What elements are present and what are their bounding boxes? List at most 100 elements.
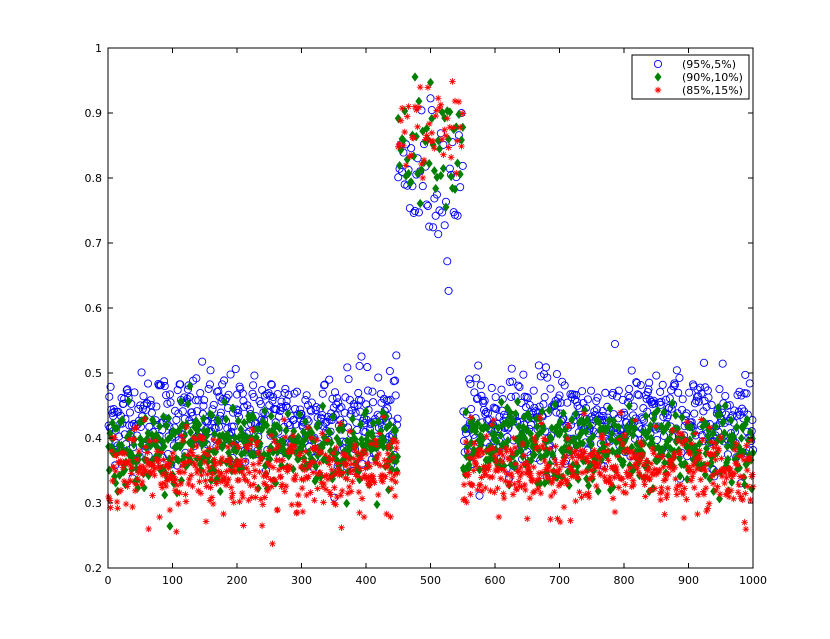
data-point [316,469,324,476]
data-point [300,458,308,465]
data-point [320,381,329,390]
data-point [689,473,696,481]
data-point [729,473,736,480]
data-point [257,496,265,503]
data-point [139,470,147,478]
data-point [321,473,329,480]
data-point [420,156,428,164]
data-point [510,434,518,442]
data-point [178,407,187,416]
data-point [174,409,183,418]
data-point [743,414,751,425]
data-point [438,135,446,143]
data-point [225,475,232,483]
data-point [289,432,297,440]
data-point [669,382,678,391]
data-point [390,435,398,443]
data-point [354,456,362,464]
data-point [654,405,662,416]
data-point [107,504,114,511]
data-point [552,370,561,379]
data-point [597,471,605,479]
data-point [459,110,467,117]
data-point [560,381,569,390]
data-point [201,458,209,466]
data-point [472,459,479,467]
data-point [595,460,603,468]
data-point [532,438,539,446]
data-point [497,475,505,482]
data-point [453,211,462,220]
data-point [562,476,569,484]
data-point [625,471,632,479]
data-point [349,466,357,474]
data-point [382,473,389,481]
data-point [262,469,270,477]
data-point [491,452,499,460]
data-point [374,373,383,382]
data-point [682,436,690,444]
data-point [305,473,312,480]
data-point [728,477,736,487]
data-point [632,416,639,424]
data-point [135,447,143,455]
data-point [572,458,580,466]
data-point [664,485,672,492]
data-point [229,403,237,413]
data-point [674,437,682,445]
data-point [480,463,487,470]
data-point [359,474,367,482]
data-point [417,106,426,115]
data-point [436,129,445,138]
data-point [297,463,305,471]
data-point [484,447,492,454]
data-point [518,469,526,477]
data-point [250,371,259,380]
data-point [358,454,365,462]
data-point [605,415,613,426]
data-point [749,471,756,478]
data-point [416,198,424,209]
data-point [465,375,474,384]
data-point [356,465,364,472]
data-point [609,495,617,502]
data-point [239,493,247,501]
data-point [414,208,423,217]
data-point [586,420,594,431]
data-point [223,468,230,475]
data-point [693,465,701,473]
data-point [327,491,334,498]
data-point [520,452,528,459]
data-point [514,396,522,407]
data-point [311,405,320,415]
data-point [656,400,665,409]
data-point [609,465,616,472]
data-point [332,393,342,403]
data-point [373,441,380,448]
data-point [721,428,729,438]
data-point [165,464,172,472]
data-point [678,395,687,404]
data-point [551,488,558,496]
data-point [236,384,245,393]
data-point [713,469,721,477]
data-point [369,475,376,482]
data-point [385,457,393,465]
data-point [577,446,585,454]
data-point [429,137,437,145]
data-point [380,436,388,446]
data-point [199,435,207,442]
data-point [362,450,370,458]
data-point [319,401,327,411]
data-point [565,422,572,430]
data-point [187,472,195,479]
data-point [258,454,265,461]
data-point [269,464,277,471]
data-point [348,460,356,468]
data-point [238,489,246,497]
data-point [437,170,445,181]
data-point [394,469,401,477]
data-point [567,517,574,524]
data-point [204,384,213,393]
data-point [144,461,152,469]
